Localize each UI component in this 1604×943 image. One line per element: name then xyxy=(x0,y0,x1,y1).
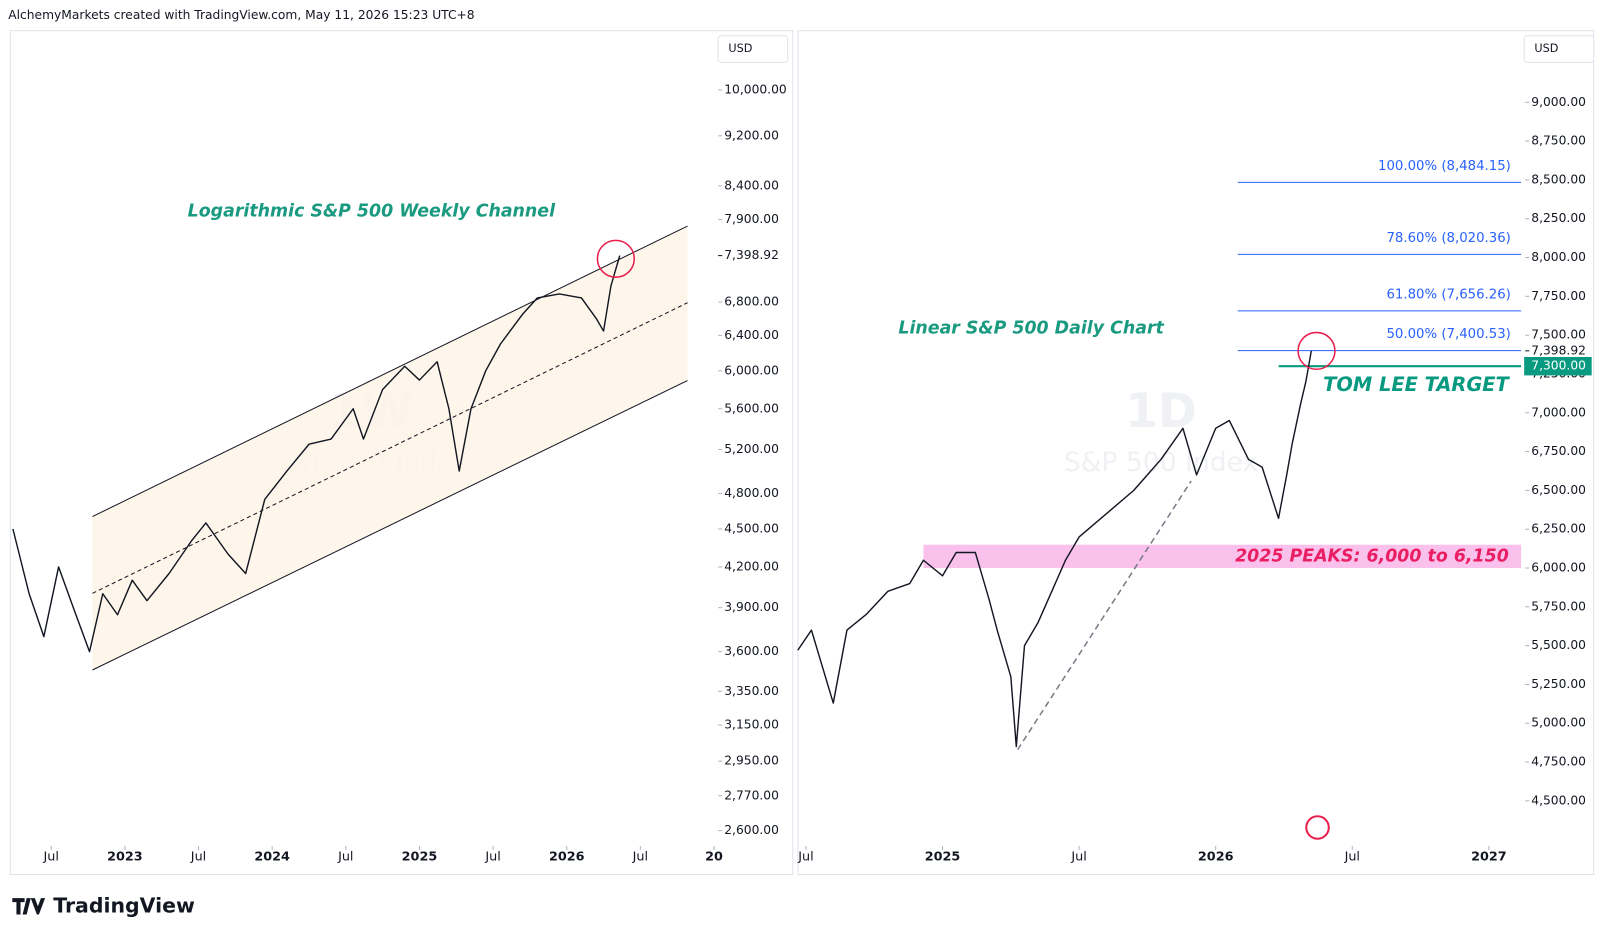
y-tick-label: 6,250.00 xyxy=(1531,522,1586,536)
channel-upper xyxy=(92,225,688,518)
last-price-label: 7,398.92 xyxy=(724,248,779,262)
y-tick-label: 4,750.00 xyxy=(1531,755,1586,769)
fib-label: 50.00% (7,400.53) xyxy=(1386,327,1510,342)
y-tick-label: 8,400.00 xyxy=(724,178,779,192)
x-tick-label: Jul xyxy=(337,850,353,865)
y-tick-label: 6,750.00 xyxy=(1531,444,1586,458)
price-line xyxy=(797,350,1313,748)
currency-box xyxy=(1523,35,1595,63)
y-tick-label: 3,600.00 xyxy=(724,644,779,658)
y-tick-label: 5,200.00 xyxy=(724,442,779,456)
y-tick-label: 3,350.00 xyxy=(724,684,779,698)
y-tick-label: 7,900.00 xyxy=(724,212,779,226)
channel-lower xyxy=(92,380,688,671)
x-tick-label: 2023 xyxy=(107,850,143,865)
y-tick-label: 5,250.00 xyxy=(1531,677,1586,691)
y-tick-label: 8,000.00 xyxy=(1531,250,1586,264)
y-tick-label: 5,500.00 xyxy=(1531,638,1586,652)
right-panel xyxy=(797,30,1595,876)
x-tick-label: 2025 xyxy=(925,850,961,865)
flag-icon xyxy=(1305,815,1330,840)
watermark: S&P 500 Index xyxy=(1064,447,1258,478)
y-tick-label: 4,800.00 xyxy=(724,486,779,500)
x-tick-label: 2026 xyxy=(549,850,585,865)
y-tick-label: 5,600.00 xyxy=(724,401,779,415)
y-tick-label: 3,150.00 xyxy=(724,718,779,732)
y-tick-label: 4,500.00 xyxy=(724,521,779,535)
y-tick-label: 8,750.00 xyxy=(1531,134,1586,148)
x-tick-label: 2024 xyxy=(254,850,290,865)
x-tick-label: Jul xyxy=(190,850,206,865)
y-tick-label: 6,800.00 xyxy=(724,295,779,309)
x-tick-label: Jul xyxy=(632,850,648,865)
x-tick-label: Jul xyxy=(1070,850,1086,865)
highlight-circle xyxy=(596,239,636,278)
y-tick-label: 9,200.00 xyxy=(724,128,779,142)
chart-title: Logarithmic S&P 500 Weekly Channel xyxy=(188,202,556,222)
fib-label: 61.80% (7,656.26) xyxy=(1386,288,1510,303)
fib-label: 100.00% (8,484.15) xyxy=(1378,159,1511,174)
target-price: 7,300.00 xyxy=(1531,359,1586,373)
trend-line xyxy=(1017,480,1192,751)
y-tick-label: 6,500.00 xyxy=(1531,483,1586,497)
x-tick-label: 20 xyxy=(705,850,723,865)
header: AlchemyMarkets created with TradingView.… xyxy=(8,8,474,22)
y-tick-label: 10,000.00 xyxy=(724,82,786,96)
x-tick-label: Jul xyxy=(43,850,59,865)
footer-brand: TradingView xyxy=(53,893,195,917)
y-tick-label: 8,250.00 xyxy=(1531,211,1586,225)
x-tick-label: Jul xyxy=(797,850,813,865)
watermark: 1D xyxy=(1125,384,1197,439)
y-tick-label: 5,750.00 xyxy=(1531,599,1586,613)
y-tick-label: 2,770.00 xyxy=(724,788,779,802)
peak-zone xyxy=(923,544,1522,569)
left-panel xyxy=(9,30,794,876)
y-tick-label: 6,400.00 xyxy=(724,328,779,342)
currency-box xyxy=(717,35,789,63)
zone-label: 2025 PEAKS: 6,000 to 6,150 xyxy=(1235,546,1509,566)
highlight-circle xyxy=(1297,331,1336,371)
y-tick-label: 6,000.00 xyxy=(724,363,779,377)
y-tick-label: 2,950.00 xyxy=(724,754,779,768)
last-price-label: 7,398.92 xyxy=(1531,343,1586,357)
y-tick-label: 3,900.00 xyxy=(724,600,779,614)
y-tick-label: 6,000.00 xyxy=(1531,561,1586,575)
y-tick-label: 7,750.00 xyxy=(1531,289,1586,303)
price-line xyxy=(12,255,621,653)
chart-title: Linear S&P 500 Daily Chart xyxy=(898,318,1164,338)
x-tick-label: 2026 xyxy=(1198,850,1234,865)
currency: USD xyxy=(728,42,752,55)
x-tick-label: 2027 xyxy=(1471,850,1507,865)
fib-label: 78.60% (8,020.36) xyxy=(1386,231,1510,246)
currency: USD xyxy=(1534,42,1558,55)
y-tick-label: 2,600.00 xyxy=(724,823,779,837)
target-box xyxy=(1524,356,1592,376)
y-tick-label: 4,500.00 xyxy=(1531,793,1586,807)
y-tick-label: 7,000.00 xyxy=(1531,405,1586,419)
logo xyxy=(12,898,46,915)
y-tick-label: 7,500.00 xyxy=(1531,328,1586,342)
x-tick-label: Jul xyxy=(1344,850,1360,865)
y-tick-label: 5,000.00 xyxy=(1531,716,1586,730)
x-tick-label: 2025 xyxy=(402,850,438,865)
y-tick-label: 4,200.00 xyxy=(724,559,779,573)
channel-middle xyxy=(92,302,688,594)
y-tick-label: 9,000.00 xyxy=(1531,95,1586,109)
x-tick-label: Jul xyxy=(484,850,500,865)
y-tick-label: 8,500.00 xyxy=(1531,172,1586,186)
target-text: TOM LEE TARGET xyxy=(1323,373,1510,396)
